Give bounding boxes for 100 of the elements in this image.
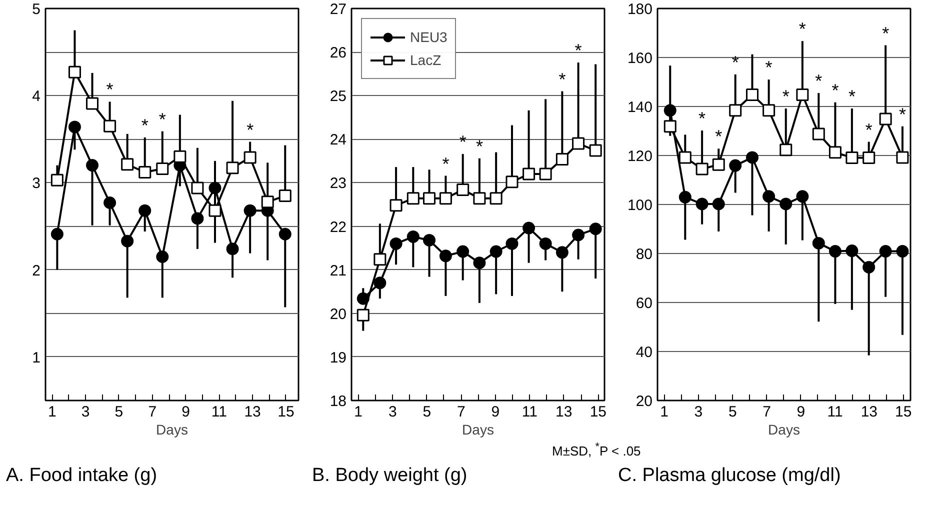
point	[68, 66, 81, 78]
point	[244, 204, 256, 217]
y-tick-label: 21	[330, 262, 347, 280]
y-tick-label: 60	[636, 295, 653, 312]
point	[556, 246, 568, 259]
point	[138, 166, 152, 179]
annotation: *	[815, 71, 822, 92]
point	[121, 158, 134, 171]
x-tick-label: 5	[728, 404, 737, 420]
y-tick-label: 100	[627, 197, 653, 214]
x-tick-label: 7	[456, 404, 466, 420]
annotation: *	[865, 120, 872, 140]
annotation: *	[898, 104, 906, 124]
x-tick-label: 5	[422, 404, 432, 420]
y-tick-label: 3	[32, 175, 40, 192]
point	[244, 151, 256, 164]
y-tick-label: 5	[32, 1, 40, 18]
x-tick-label: 15	[590, 404, 607, 420]
y-tick-label: 140	[627, 99, 653, 116]
point	[812, 128, 825, 140]
x-tick-label: 1	[48, 404, 56, 420]
point	[678, 190, 692, 204]
x-tick-label: 3	[388, 404, 397, 420]
point	[104, 120, 116, 132]
x-tick-label: 7	[148, 404, 157, 420]
annotation: *	[765, 58, 772, 78]
point	[156, 250, 169, 264]
point	[762, 190, 776, 203]
point	[191, 182, 204, 194]
point	[490, 245, 502, 258]
point	[678, 151, 692, 164]
point	[506, 237, 518, 250]
y-tick-label: 180	[627, 1, 653, 18]
point	[456, 245, 470, 258]
point	[896, 245, 909, 258]
point	[712, 198, 725, 210]
x-axis-title: Days	[768, 422, 800, 438]
point	[539, 237, 552, 250]
y-tick-label: 18	[330, 393, 347, 410]
point	[374, 253, 386, 266]
point	[208, 204, 222, 217]
point	[423, 234, 436, 246]
text: B. Body weight (g)	[312, 464, 468, 488]
point	[556, 152, 568, 166]
point	[278, 228, 292, 240]
y-tick-label: 26	[330, 44, 347, 62]
annotation: *	[715, 126, 722, 147]
annotation: *	[882, 23, 890, 44]
point	[796, 88, 809, 101]
x-tick-label: 15	[278, 404, 294, 420]
point	[406, 192, 420, 205]
y-tick-label: 20	[330, 306, 347, 323]
point	[191, 212, 204, 225]
text: M±SD, $^{*}$P < .05	[552, 440, 641, 460]
annotation: *	[732, 52, 739, 72]
point	[896, 151, 909, 164]
point	[68, 120, 81, 134]
point	[522, 222, 536, 234]
x-tick-label: 5	[114, 404, 124, 420]
point	[729, 159, 742, 172]
point	[86, 97, 99, 110]
point	[226, 242, 239, 256]
x-tick-label: 9	[182, 404, 190, 420]
x-tick-label: 11	[827, 404, 843, 420]
y-tick-label: 27	[330, 1, 347, 18]
point	[138, 204, 152, 217]
point	[539, 168, 552, 180]
y-tick-label: 19	[330, 349, 347, 366]
x-tick-label: 1	[354, 404, 363, 420]
annotation: *	[798, 19, 806, 40]
y-tick-label: 1	[32, 349, 40, 366]
x-tick-label: 11	[211, 404, 227, 420]
y-tick-label: 40	[636, 344, 653, 361]
point	[696, 198, 708, 210]
x-tick-label: 11	[522, 404, 538, 420]
point	[356, 308, 370, 322]
point	[879, 112, 892, 126]
point	[780, 144, 792, 156]
point	[439, 250, 452, 262]
point	[104, 196, 116, 209]
point	[490, 192, 502, 205]
x-axis-title: Days	[462, 422, 494, 438]
annotation: *	[558, 69, 566, 90]
point	[278, 190, 292, 202]
y-tick-label: 120	[627, 148, 653, 165]
point	[506, 176, 518, 188]
point	[572, 137, 585, 150]
annotation: *	[106, 80, 114, 100]
point	[174, 150, 186, 163]
point	[406, 230, 420, 243]
point	[862, 260, 876, 274]
annotation: *	[698, 108, 706, 129]
y-tick-label: 80	[636, 246, 653, 263]
x-tick-label: 13	[860, 404, 878, 420]
x-tick-label: 9	[796, 404, 806, 420]
point	[423, 192, 436, 205]
point	[664, 120, 676, 133]
y-tick-label: 24	[330, 132, 347, 149]
point	[50, 174, 64, 186]
point	[746, 151, 758, 164]
